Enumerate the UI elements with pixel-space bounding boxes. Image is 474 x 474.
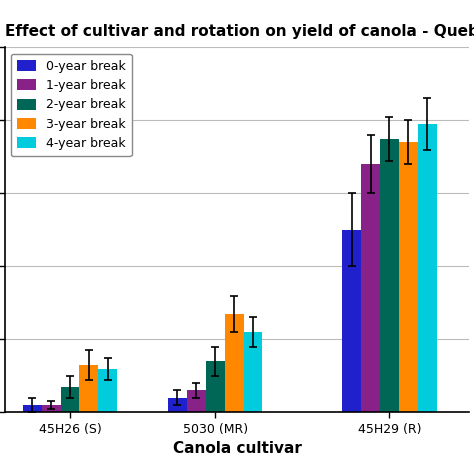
Bar [418,124,437,412]
Bar [342,230,361,412]
Text: Effect of cultivar and rotation on yield of canola - Quebec: Effect of cultivar and rotation on yield… [5,24,474,39]
Bar [399,142,418,412]
Bar [42,405,61,412]
Bar [187,391,206,412]
Bar [23,405,42,412]
Bar [225,314,244,412]
Bar [168,398,187,412]
Bar [380,138,399,412]
Bar [206,361,225,412]
Legend: 0-year break, 1-year break, 2-year break, 3-year break, 4-year break: 0-year break, 1-year break, 2-year break… [11,54,132,156]
Bar [80,365,99,412]
Bar [244,332,263,412]
Bar [61,387,80,412]
X-axis label: Canola cultivar: Canola cultivar [173,441,301,456]
Bar [361,164,380,412]
Bar [99,369,117,412]
